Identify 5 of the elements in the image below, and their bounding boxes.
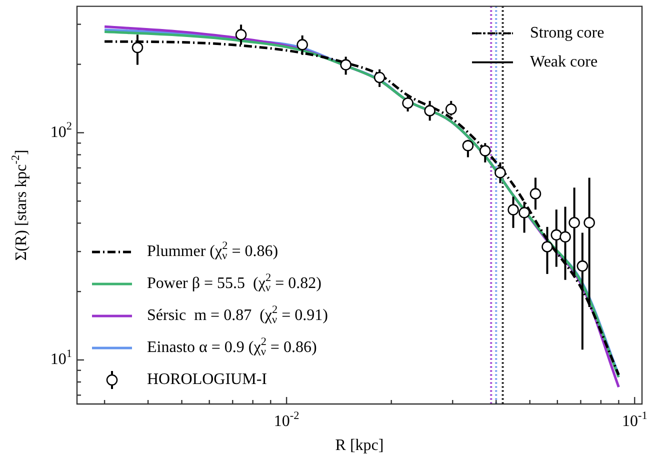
- annotation: Weak core: [530, 54, 598, 71]
- y-axis-title: Σ(R) [stars kpc-2]: [10, 150, 30, 261]
- x-axis-title: R [kpc]: [335, 437, 384, 454]
- annotation: Strong core: [530, 24, 604, 42]
- legend-label: HOROLOGIUM-I: [147, 371, 267, 388]
